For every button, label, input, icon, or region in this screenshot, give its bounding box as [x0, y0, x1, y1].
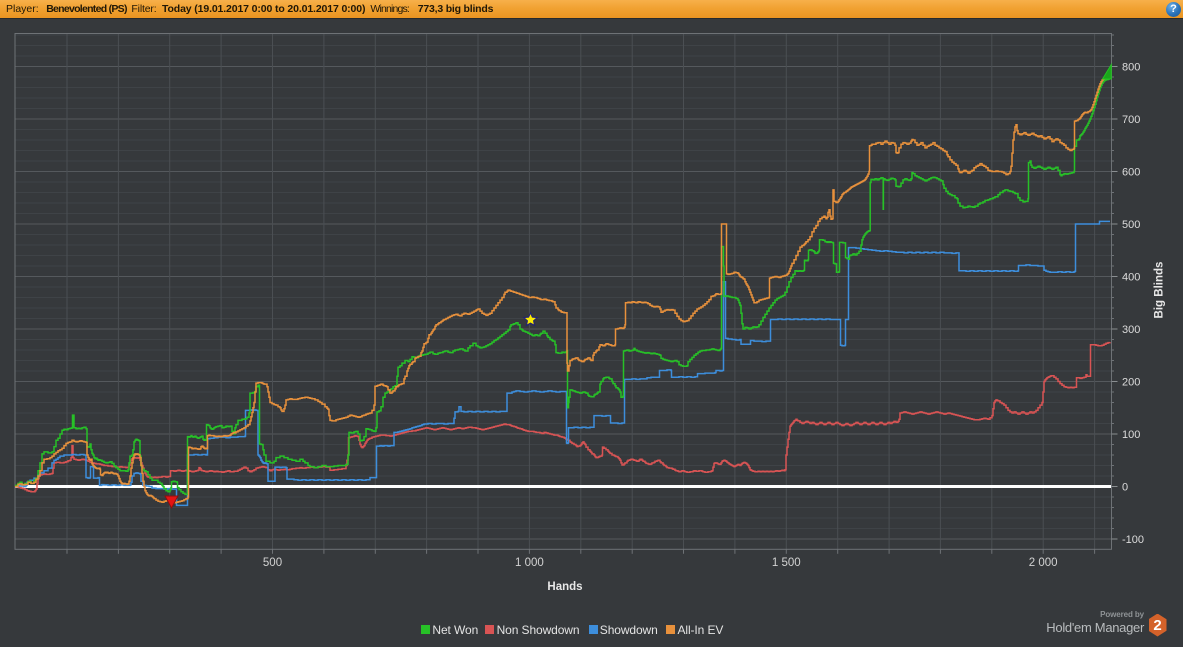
- svg-text:0: 0: [1122, 482, 1128, 494]
- svg-text:1 500: 1 500: [772, 557, 801, 569]
- svg-text:Hands: Hands: [547, 581, 582, 593]
- svg-text:-100: -100: [1122, 534, 1144, 546]
- svg-text:300: 300: [1122, 324, 1140, 336]
- svg-text:500: 500: [263, 557, 282, 569]
- svg-text:200: 200: [1122, 377, 1140, 389]
- svg-text:2 000: 2 000: [1029, 557, 1058, 569]
- svg-text:Big Blinds: Big Blinds: [1154, 262, 1166, 319]
- svg-text:600: 600: [1122, 167, 1140, 179]
- svg-text:1 000: 1 000: [515, 557, 544, 569]
- svg-text:700: 700: [1122, 114, 1140, 126]
- svg-text:500: 500: [1122, 219, 1140, 231]
- svg-text:400: 400: [1122, 272, 1140, 284]
- svg-text:800: 800: [1122, 62, 1140, 74]
- svg-text:100: 100: [1122, 429, 1140, 441]
